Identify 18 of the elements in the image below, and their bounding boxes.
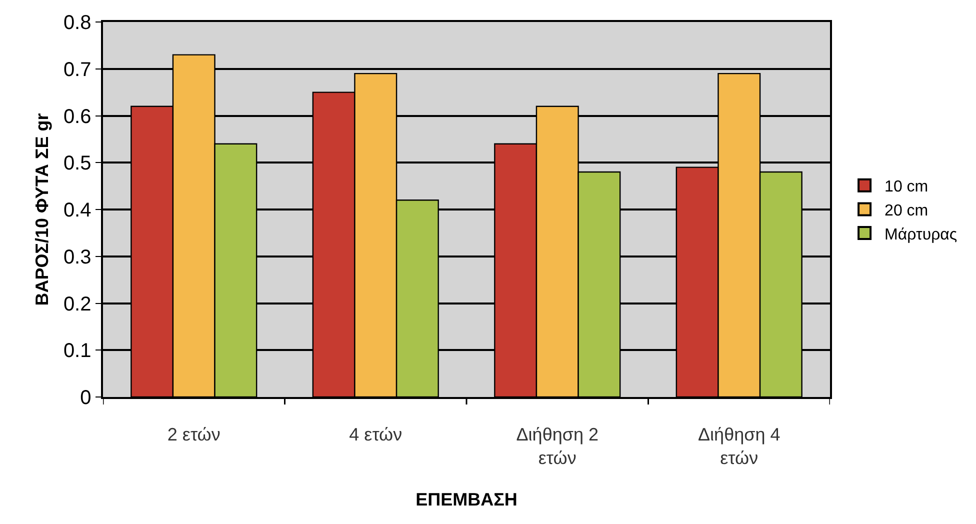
- y-tick-label: 0.1: [63, 340, 92, 362]
- x-axis-title: ΕΠΕΜΒΑΣΗ: [416, 489, 518, 510]
- y-tick-label: 0.8: [63, 12, 92, 34]
- y-axis-title: ΒΑΡΟΣ/10 ΦΥΤΑ ΣΕ gr: [32, 113, 52, 306]
- legend-label: 20 cm: [884, 202, 928, 220]
- x-tick-label: Διήθηση 4 ετών: [698, 424, 780, 468]
- y-tick-label: 0.5: [63, 152, 92, 175]
- legend-label: Μάρτυρας: [884, 226, 958, 244]
- y-tick-label: 0.4: [63, 200, 92, 222]
- x-tick-label: 4 ετών: [349, 424, 402, 444]
- y-tick-label: 0.2: [63, 293, 92, 316]
- y-tick-label: 0.7: [63, 58, 92, 81]
- x-tick-label: 2 ετών: [167, 424, 220, 444]
- y-tick-label: 0.6: [63, 106, 92, 128]
- y-tick-label: 0: [80, 387, 92, 409]
- legend-label: 10 cm: [884, 178, 928, 196]
- x-tick-label: Διήθηση 2 ετών: [516, 424, 598, 468]
- y-tick-label: 0.3: [63, 246, 92, 268]
